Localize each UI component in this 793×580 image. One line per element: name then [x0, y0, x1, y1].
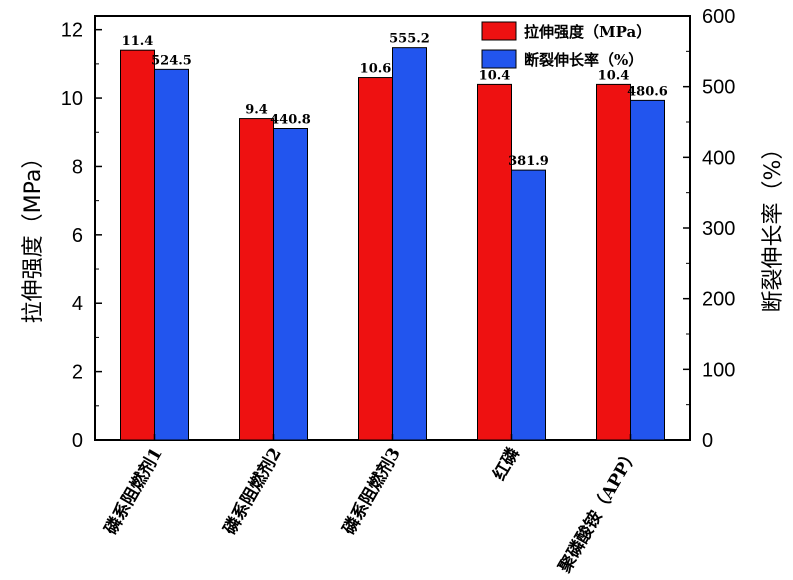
bar-tensile-strength [596, 83, 631, 441]
left-tick-label: 4 [72, 293, 83, 315]
right-tick-label: 500 [702, 77, 735, 99]
legend: 拉伸强度（MPa） 断裂伸长率（%） [481, 21, 651, 69]
category-label: 红磷 [489, 443, 525, 484]
data-label-tensile: 10.4 [598, 68, 630, 83]
bar-tensile-strength [358, 77, 393, 441]
category-axis: 磷系阻燃剂1 磷系阻燃剂2 磷系阻燃剂3 红磷 聚磷酸铵（APP） [100, 434, 643, 577]
data-label-tensile: 9.4 [245, 103, 268, 118]
left-axis-title: 拉伸强度（MPa） [21, 147, 46, 324]
bar-elongation [154, 68, 189, 441]
data-label-elongation: 524.5 [151, 53, 192, 68]
bar-elongation [392, 47, 427, 441]
right-axis-title: 断裂伸长率（%） [761, 138, 786, 313]
right-tick-label: 100 [702, 359, 735, 381]
data-label-elongation: 440.8 [270, 113, 311, 128]
legend-swatch-tensile [481, 21, 517, 41]
bars-group: 11.4524.59.4440.810.6555.210.4381.910.44… [120, 32, 668, 441]
left-tick-label: 10 [61, 88, 83, 110]
bar-tensile-strength [477, 83, 512, 441]
category-label: 磷系阻燃剂1 [100, 444, 167, 538]
bar-tensile-strength [120, 49, 155, 441]
category-label: 磷系阻燃剂3 [338, 444, 405, 538]
left-tick-label: 0 [72, 430, 83, 452]
data-label-tensile: 10.4 [479, 68, 511, 83]
right-tick-label: 300 [702, 218, 735, 240]
bar-tensile-strength [239, 118, 274, 441]
data-label-elongation: 381.9 [508, 154, 549, 169]
bar-elongation [630, 99, 665, 441]
data-label-elongation: 480.6 [627, 84, 668, 99]
bar-elongation [273, 128, 308, 441]
category-label: 磷系阻燃剂2 [219, 444, 286, 538]
left-axis: 0 2 4 6 8 10 12 [61, 20, 102, 452]
data-label-tensile: 10.6 [360, 62, 392, 77]
left-tick-label: 8 [72, 156, 83, 178]
data-label-tensile: 11.4 [122, 34, 154, 49]
right-tick-label: 600 [702, 6, 735, 28]
legend-label-elongation: 断裂伸长率（%） [524, 51, 643, 69]
left-tick-label: 2 [72, 362, 83, 384]
legend-label-tensile: 拉伸强度（MPa） [524, 23, 651, 41]
bar-elongation [511, 169, 546, 441]
right-tick-label: 400 [702, 147, 735, 169]
right-tick-label: 200 [702, 289, 735, 311]
legend-swatch-elongation [481, 49, 517, 69]
left-tick-label: 12 [61, 20, 83, 42]
data-label-elongation: 555.2 [389, 32, 430, 47]
right-axis: 0 100 200 300 400 500 600 [683, 6, 735, 452]
right-tick-label: 0 [702, 430, 713, 452]
left-tick-label: 6 [72, 225, 83, 247]
category-label: 聚磷酸铵（APP） [554, 444, 643, 577]
